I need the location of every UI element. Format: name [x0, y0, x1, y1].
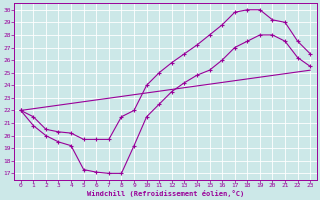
X-axis label: Windchill (Refroidissement éolien,°C): Windchill (Refroidissement éolien,°C) [87, 190, 244, 197]
